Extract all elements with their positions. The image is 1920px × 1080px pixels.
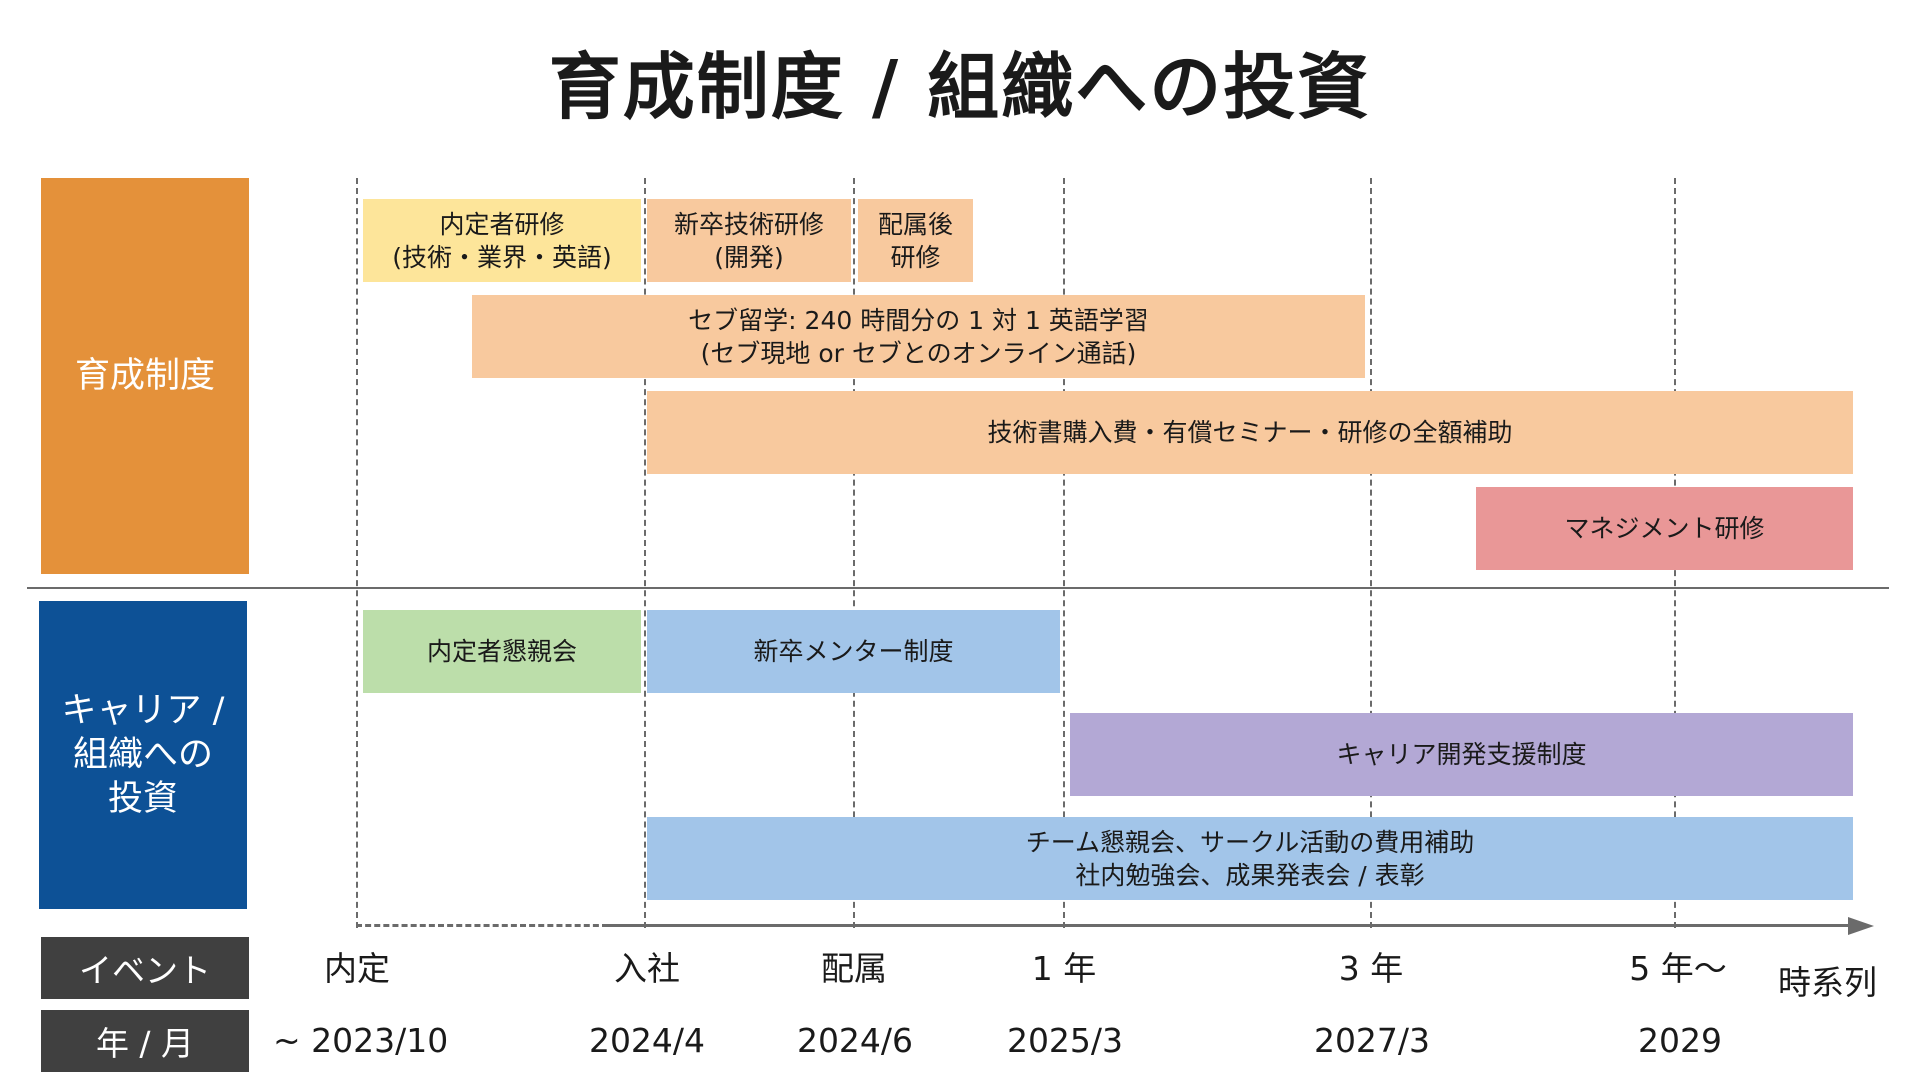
bar-team-line-2: 社内勉強会、成果発表会 / 表彰 xyxy=(1075,860,1425,890)
bar-cebu-line-2: (セブ現地 or セブとのオンライン通話) xyxy=(700,338,1137,368)
bar-shinsotsu-gijutsu-kenshu: 新卒技術研修 (開発) xyxy=(647,199,851,282)
date-label: 2024/4 xyxy=(588,1021,706,1060)
bar-management-line-1: マネジメント研修 xyxy=(1564,514,1765,543)
milestone-line-nyusha xyxy=(644,178,646,928)
bar-konshinkai-line-1: 内定者懇親会 xyxy=(426,637,577,666)
event-label: 内定 xyxy=(324,949,390,988)
page-title: 育成制度 / 組織への投資 xyxy=(548,45,1372,129)
bar-shinsotsu-gijutsu-line-1: 新卒技術研修 xyxy=(673,209,824,239)
bar-naiteisha-konshinkai: 内定者懇親会 xyxy=(363,610,641,693)
category-career-line-3: 投資 xyxy=(107,779,178,819)
axis-label: 時系列 xyxy=(1778,963,1877,1002)
section-divider xyxy=(27,587,1889,589)
bar-cebu-line-1: セブ留学: 240 時間分の 1 対 1 英語学習 xyxy=(688,305,1149,335)
date-label: 2027/3 xyxy=(1313,1021,1431,1060)
bar-zengaku-hojo: 技術書購入費・有償セミナー・研修の全額補助 xyxy=(647,391,1853,474)
event-label: 配属 xyxy=(821,949,887,988)
event-label: 入社 xyxy=(614,949,680,988)
timeline-axis-dashed xyxy=(356,924,608,927)
event-label: 1 年 xyxy=(1031,949,1097,988)
category-career-line-2: 組織への xyxy=(72,735,213,775)
bar-haizokugo-line-2: 研修 xyxy=(890,242,941,272)
event-label: 5 年～ xyxy=(1629,949,1727,988)
bar-cebu-ryugaku: セブ留学: 240 時間分の 1 対 1 英語学習 (セブ現地 or セブとのオ… xyxy=(472,295,1365,378)
date-label: 2025/3 xyxy=(1006,1021,1124,1060)
date-label: 2024/6 xyxy=(796,1021,914,1060)
row-label-event: イベント xyxy=(41,937,249,999)
bar-haizokugo-line-1: 配属後 xyxy=(877,209,953,239)
bar-management-kenshu: マネジメント研修 xyxy=(1476,487,1853,570)
bar-career-shien-line-1: キャリア開発支援制度 xyxy=(1336,740,1587,769)
timeline-arrow-icon xyxy=(1848,917,1874,935)
bar-zengaku-hojo-line-1: 技術書購入費・有償セミナー・研修の全額補助 xyxy=(987,418,1513,447)
timeline-axis xyxy=(608,924,1850,927)
date-label: ~ 2023/10 xyxy=(273,1021,449,1060)
category-development: 育成制度 xyxy=(41,178,249,574)
bar-shinsotsu-mentor: 新卒メンター制度 xyxy=(647,610,1060,693)
category-career-line-1: キャリア / xyxy=(61,691,225,731)
milestone-line-1year xyxy=(1063,178,1065,928)
category-career: キャリア / 組織への 投資 xyxy=(39,601,247,909)
row-label-date: 年 / 月 xyxy=(41,1010,249,1072)
milestone-line-3year xyxy=(1370,178,1372,928)
milestone-line-haizoku xyxy=(853,178,855,928)
bar-mentor-line-1: 新卒メンター制度 xyxy=(753,637,954,666)
bar-shinsotsu-gijutsu-line-2: (開発) xyxy=(714,242,784,272)
bar-team-line-1: チーム懇親会、サークル活動の費用補助 xyxy=(1025,827,1475,857)
bar-naiteisha-kenshu-line-2: (技術・業界・英語) xyxy=(392,242,612,272)
milestone-line-naitei xyxy=(356,178,358,928)
bar-team-hojo: チーム懇親会、サークル活動の費用補助 社内勉強会、成果発表会 / 表彰 xyxy=(647,817,1853,900)
bar-haizokugo-kenshu: 配属後 研修 xyxy=(858,199,973,282)
bar-career-shien: キャリア開発支援制度 xyxy=(1070,713,1853,796)
bar-naiteisha-kenshu-line-1: 内定者研修 xyxy=(439,209,565,239)
date-label: 2029 xyxy=(1638,1021,1722,1060)
event-label: 3 年 xyxy=(1338,949,1404,988)
bar-naiteisha-kenshu: 内定者研修 (技術・業界・英語) xyxy=(363,199,641,282)
